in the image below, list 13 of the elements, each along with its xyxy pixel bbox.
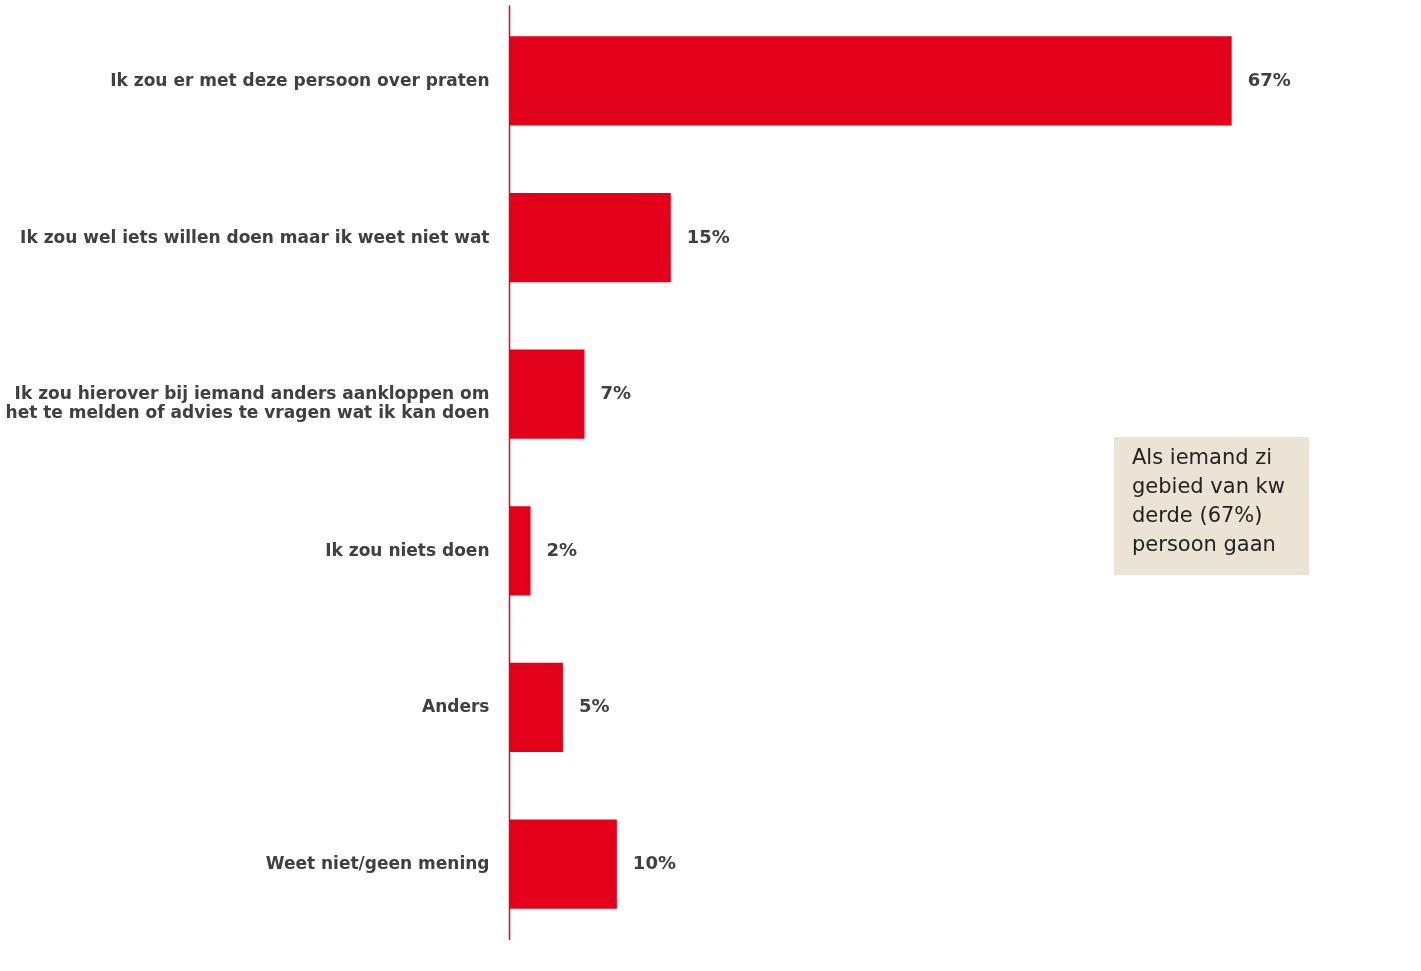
- annotation: Als iemand zi gebied van kw derde (67%) persoon gaan: [1132, 445, 1285, 556]
- y-tick-label: Anders: [422, 696, 490, 717]
- y-tick-label: Ik zou hierover bij iemand anders aankloppen om het te melden of advies te vragen wat ik kan doen: [5, 383, 490, 423]
- data-label: 67%: [1247, 68, 1291, 90]
- y-tick-label: Weet niet/geen mening: [265, 853, 490, 874]
- y-tick-label: Ik zou wel iets willen doen maar ik weet niet wat: [20, 226, 490, 247]
- data-label: 15%: [686, 225, 730, 247]
- data-label: 7%: [600, 382, 632, 404]
- data-label: 2%: [546, 538, 578, 560]
- data-label: 5%: [578, 695, 610, 717]
- y-tick-label: Ik zou niets doen: [325, 539, 490, 560]
- y-tick-label: Ik zou er met deze persoon over praten: [110, 69, 490, 90]
- data-label: 10%: [632, 852, 676, 874]
